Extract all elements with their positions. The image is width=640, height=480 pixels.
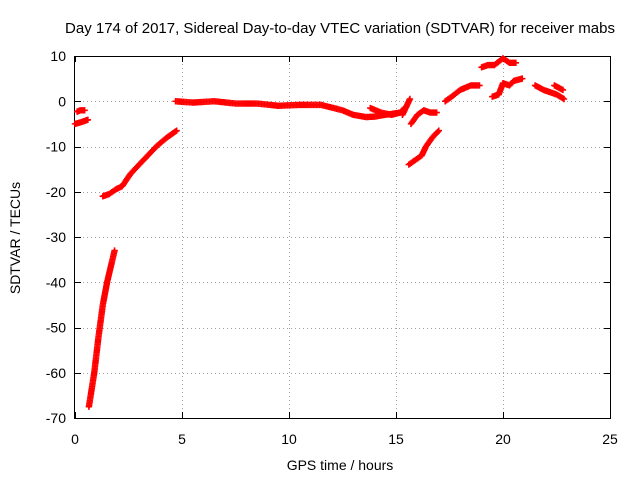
x-tick-label: 15 <box>388 431 404 447</box>
data-point <box>476 82 483 89</box>
series-seg-n <box>551 82 567 94</box>
axis-ticks: 0 5 10 15 20 25 -70 -60 -50 -40 -30 -20 -10 0 10 <box>46 48 618 447</box>
x-tick-label: 0 <box>71 431 79 447</box>
data-point <box>172 128 179 135</box>
x-tick-label: 10 <box>281 431 297 447</box>
y-tick-label: -10 <box>46 139 66 155</box>
x-tick-label: 25 <box>602 431 618 447</box>
data-point <box>111 247 118 254</box>
series-seg-i <box>405 127 442 168</box>
y-tick-label: -30 <box>46 229 66 245</box>
data-point <box>173 127 180 134</box>
data-point <box>434 128 441 135</box>
y-tick-label: 10 <box>50 48 66 64</box>
series-seg-c <box>85 247 118 410</box>
data-point <box>84 116 92 124</box>
series-seg-f <box>367 104 404 119</box>
x-axis-label: GPS time / hours <box>287 457 394 473</box>
data-point <box>435 127 442 134</box>
y-axis-label: SDTVAR / TECUs <box>7 182 23 294</box>
data-point <box>512 59 520 66</box>
chart-title: Day 174 of 2017, Sidereal Day-to-day VTE… <box>65 20 615 37</box>
series-seg-m <box>531 82 568 103</box>
y-tick-label: 0 <box>58 93 66 109</box>
series-seg-d <box>99 127 180 200</box>
y-tick-label: -50 <box>46 320 66 336</box>
y-tick-label: -60 <box>46 365 66 381</box>
x-tick-label: 20 <box>495 431 511 447</box>
data-point <box>433 109 440 116</box>
data-point <box>560 95 568 103</box>
x-tick-label: 5 <box>178 431 186 447</box>
series-seg-h <box>407 107 440 128</box>
series-seg-g <box>399 95 414 119</box>
y-tick-label: -70 <box>46 410 66 426</box>
data-point <box>559 86 567 94</box>
data-point <box>519 75 526 82</box>
series-seg-b <box>73 107 88 115</box>
plot-frame <box>74 56 611 419</box>
series-seg-j <box>442 82 483 105</box>
y-tick-label: -40 <box>46 274 66 290</box>
data-point <box>81 107 88 114</box>
data-point <box>406 95 414 103</box>
series-seg-l <box>489 75 526 100</box>
series-seg-a <box>71 116 92 128</box>
y-tick-label: -20 <box>46 184 66 200</box>
data-marks <box>71 55 568 410</box>
series-seg-k <box>478 55 520 71</box>
